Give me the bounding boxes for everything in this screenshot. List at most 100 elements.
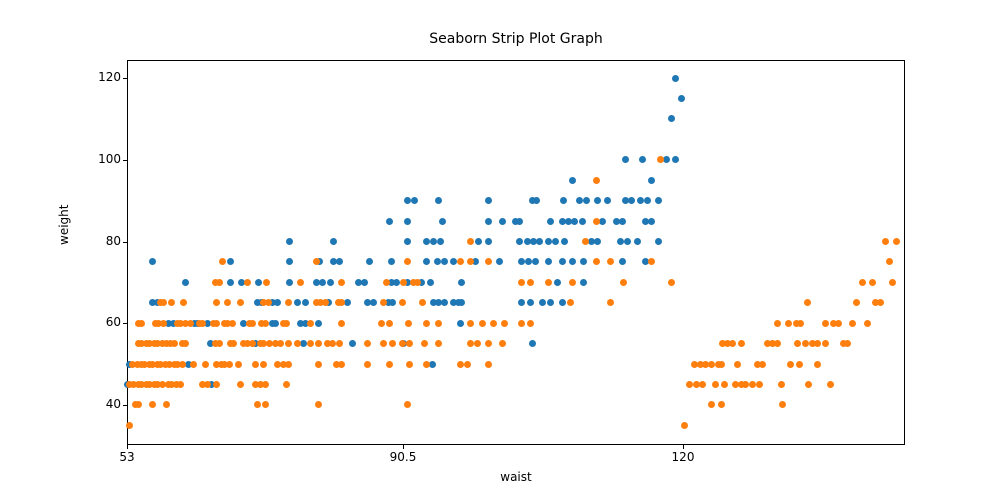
data-point-orange-series bbox=[698, 381, 706, 388]
data-point-blue-series bbox=[536, 238, 544, 245]
data-point-blue-series bbox=[364, 299, 372, 307]
chart-title: Seaborn Strip Plot Graph bbox=[429, 31, 603, 47]
data-point-blue-series bbox=[559, 258, 566, 266]
data-point-orange-series bbox=[260, 340, 268, 348]
data-point-orange-series bbox=[261, 319, 269, 327]
data-point-blue-series bbox=[184, 360, 192, 368]
data-point-blue-series bbox=[576, 197, 584, 205]
data-point-orange-series bbox=[153, 360, 161, 368]
data-point-orange-series bbox=[753, 360, 761, 368]
data-point-orange-series bbox=[161, 360, 169, 368]
data-point-blue-series bbox=[668, 115, 676, 123]
data-point-blue-series bbox=[456, 319, 464, 327]
data-point-blue-series bbox=[429, 299, 437, 307]
data-point-blue-series bbox=[616, 238, 624, 245]
data-point-blue-series bbox=[366, 258, 374, 266]
data-point-orange-series bbox=[134, 340, 142, 348]
data-point-orange-series bbox=[256, 381, 264, 388]
data-point-blue-series bbox=[286, 258, 294, 266]
data-point-blue-series bbox=[441, 299, 449, 307]
data-point-orange-series bbox=[774, 319, 782, 327]
data-point-blue-series bbox=[518, 258, 526, 266]
data-point-blue-series bbox=[254, 278, 262, 286]
data-point-blue-series bbox=[427, 278, 435, 286]
data-point-orange-series bbox=[259, 299, 267, 307]
data-point-orange-series bbox=[742, 381, 750, 388]
data-point-orange-series bbox=[182, 319, 190, 327]
data-point-orange-series bbox=[199, 319, 207, 327]
data-point-orange-series bbox=[843, 340, 851, 348]
data-point-orange-series bbox=[336, 340, 344, 348]
data-point-orange-series bbox=[690, 360, 698, 368]
data-point-orange-series bbox=[182, 340, 190, 348]
data-point-orange-series bbox=[858, 278, 866, 286]
data-point-orange-series bbox=[405, 319, 413, 327]
data-point-orange-series bbox=[686, 381, 694, 388]
y-tick-label: 80 bbox=[105, 233, 121, 248]
data-point-blue-series bbox=[579, 278, 587, 286]
data-point-orange-series bbox=[808, 340, 816, 348]
data-point-orange-series bbox=[338, 299, 346, 307]
data-point-orange-series bbox=[593, 217, 601, 225]
data-point-orange-series bbox=[166, 360, 174, 368]
data-point-orange-series bbox=[134, 381, 142, 388]
data-point-blue-series bbox=[388, 299, 396, 307]
data-point-orange-series bbox=[164, 381, 172, 388]
data-point-orange-series bbox=[283, 319, 291, 327]
data-point-orange-series bbox=[797, 319, 805, 327]
data-point-orange-series bbox=[696, 360, 704, 368]
data-point-orange-series bbox=[718, 401, 726, 409]
data-point-orange-series bbox=[774, 340, 782, 348]
data-point-orange-series bbox=[849, 319, 857, 327]
data-point-blue-series bbox=[588, 238, 596, 245]
data-point-orange-series bbox=[266, 340, 274, 348]
data-point-blue-series bbox=[554, 278, 562, 286]
data-point-orange-series bbox=[485, 360, 492, 368]
data-point-orange-series bbox=[756, 381, 764, 388]
data-point-orange-series bbox=[211, 340, 219, 348]
data-point-orange-series bbox=[158, 381, 166, 388]
data-point-blue-series bbox=[164, 319, 172, 327]
data-point-orange-series bbox=[738, 340, 746, 348]
data-point-orange-series bbox=[383, 278, 391, 286]
data-point-orange-series bbox=[248, 340, 256, 348]
data-point-orange-series bbox=[284, 299, 292, 307]
data-point-orange-series bbox=[853, 299, 861, 307]
y-tick-mark bbox=[123, 323, 127, 325]
data-point-blue-series bbox=[313, 278, 321, 286]
data-point-orange-series bbox=[872, 299, 880, 307]
plot-area bbox=[127, 60, 905, 445]
data-point-blue-series bbox=[237, 278, 245, 286]
data-point-blue-series bbox=[344, 299, 352, 307]
data-point-blue-series bbox=[618, 258, 626, 266]
data-point-orange-series bbox=[141, 360, 149, 368]
data-point-blue-series bbox=[636, 197, 644, 205]
data-point-orange-series bbox=[593, 258, 601, 266]
data-point-blue-series bbox=[454, 299, 462, 307]
data-point-blue-series bbox=[499, 217, 507, 225]
data-point-orange-series bbox=[263, 278, 271, 286]
data-point-blue-series bbox=[546, 217, 554, 225]
data-point-orange-series bbox=[149, 360, 157, 368]
data-point-blue-series bbox=[429, 360, 436, 368]
data-point-blue-series bbox=[544, 258, 552, 266]
data-point-blue-series bbox=[386, 217, 394, 225]
data-point-orange-series bbox=[313, 299, 321, 307]
data-point-orange-series bbox=[889, 278, 897, 286]
data-point-orange-series bbox=[738, 381, 746, 388]
x-tick-mark bbox=[403, 445, 404, 449]
data-point-orange-series bbox=[413, 278, 421, 286]
x-tick-mark bbox=[683, 445, 684, 449]
data-point-orange-series bbox=[274, 360, 282, 368]
data-point-blue-series bbox=[544, 238, 552, 245]
data-point-orange-series bbox=[876, 299, 884, 307]
data-point-orange-series bbox=[172, 381, 180, 388]
data-point-orange-series bbox=[199, 381, 207, 388]
data-point-orange-series bbox=[863, 319, 871, 327]
data-point-blue-series bbox=[518, 299, 526, 307]
data-point-orange-series bbox=[648, 258, 656, 266]
y-tick-mark bbox=[123, 241, 127, 243]
data-point-orange-series bbox=[156, 299, 164, 307]
data-point-orange-series bbox=[279, 319, 287, 327]
data-point-orange-series bbox=[406, 340, 414, 348]
